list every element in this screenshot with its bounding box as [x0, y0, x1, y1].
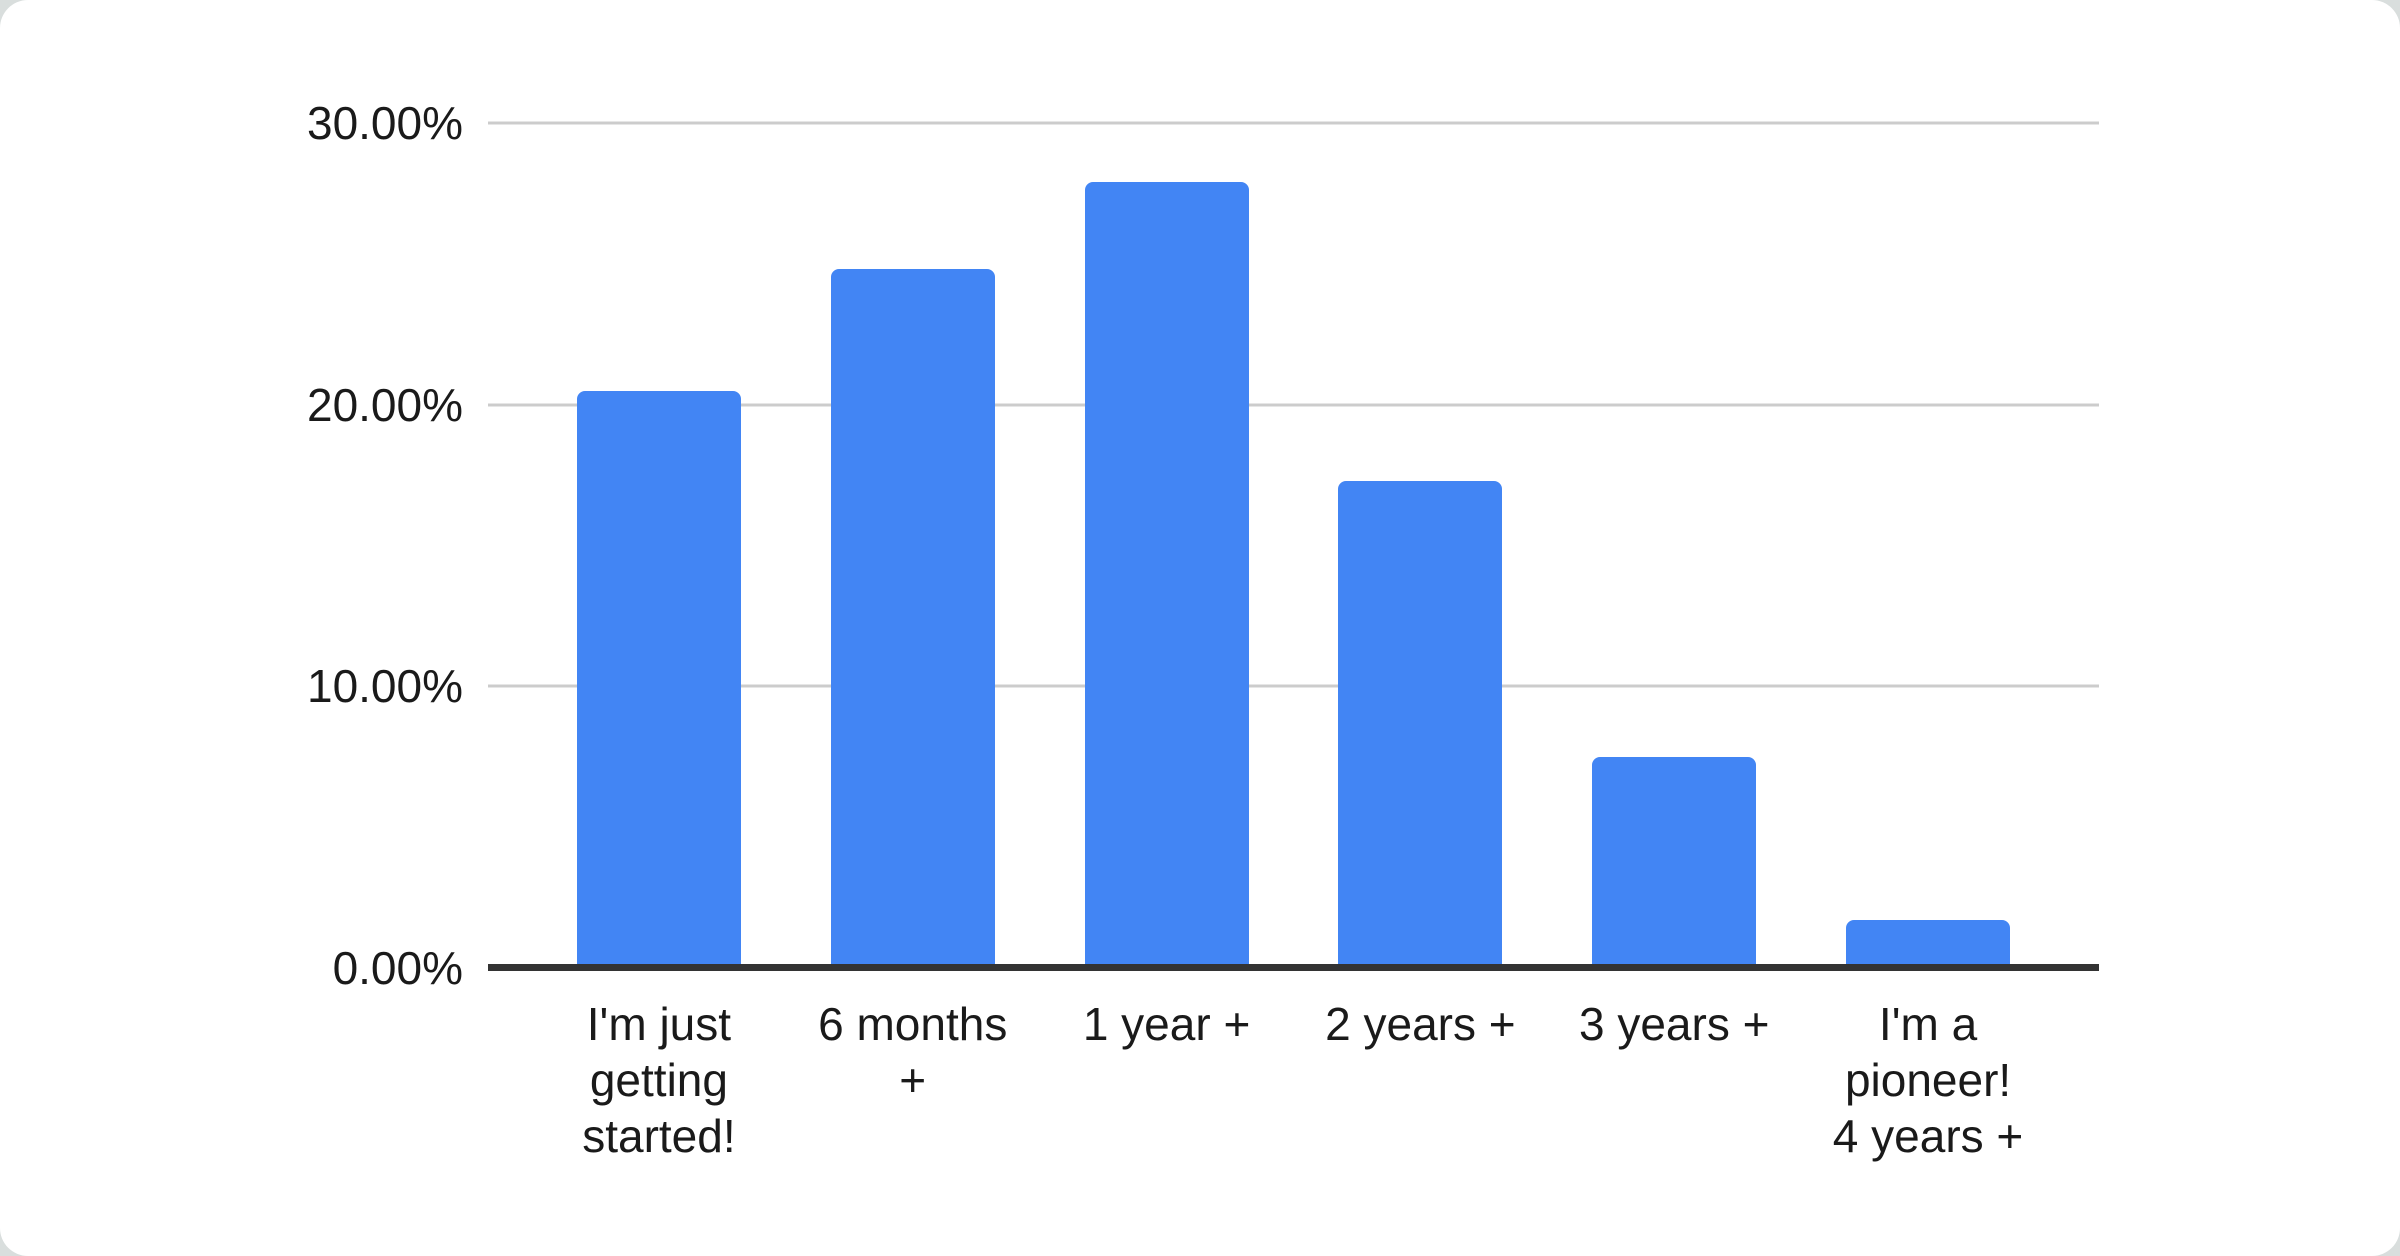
x-label-3-years-plus: 3 years + [1578, 998, 1770, 1050]
y-axis-tick-0: 0.00% [332, 942, 463, 994]
bar-just-getting-started[interactable] [576, 390, 741, 968]
y-axis-tick-30: 30.00% [306, 97, 463, 149]
bar-slot [1801, 123, 2055, 968]
gridline-10-percent [488, 684, 2099, 688]
gridline-20-percent [488, 403, 2099, 407]
bar-2-years-plus[interactable] [1338, 480, 1503, 968]
x-axis-line [488, 964, 2099, 971]
y-axis-tick-20: 20.00% [306, 379, 463, 431]
x-label-1-year-plus: 1 year + [1082, 998, 1251, 1050]
bar-slot [786, 123, 1040, 968]
y-axis-tick-10: 10.00% [306, 660, 463, 712]
plot-area [488, 121, 2099, 971]
x-label-6-months-plus: 6 months + [818, 998, 1008, 1106]
x-label-pioneer-4-years-plus: I'm a pioneer! 4 years + [1832, 998, 2024, 1162]
bar-slot [1547, 123, 1801, 968]
bar-1-year-plus[interactable] [1084, 182, 1249, 968]
x-label-just-getting-started: I'm just getting started! [582, 998, 736, 1162]
x-label-2-years-plus: 2 years + [1325, 998, 1516, 1050]
gridline-30-percent [488, 121, 2099, 125]
bar-pioneer-4-years-plus[interactable] [1846, 920, 2011, 968]
x-axis-labels: I'm just getting started! 6 months + 1 y… [532, 996, 2055, 1164]
bar-slot [1040, 123, 1294, 968]
bar-slot [532, 123, 786, 968]
bars-row [532, 123, 2055, 968]
bar-3-years-plus[interactable] [1592, 756, 1757, 968]
bar-slot [1293, 123, 1547, 968]
bar-6-months-plus[interactable] [830, 269, 995, 968]
